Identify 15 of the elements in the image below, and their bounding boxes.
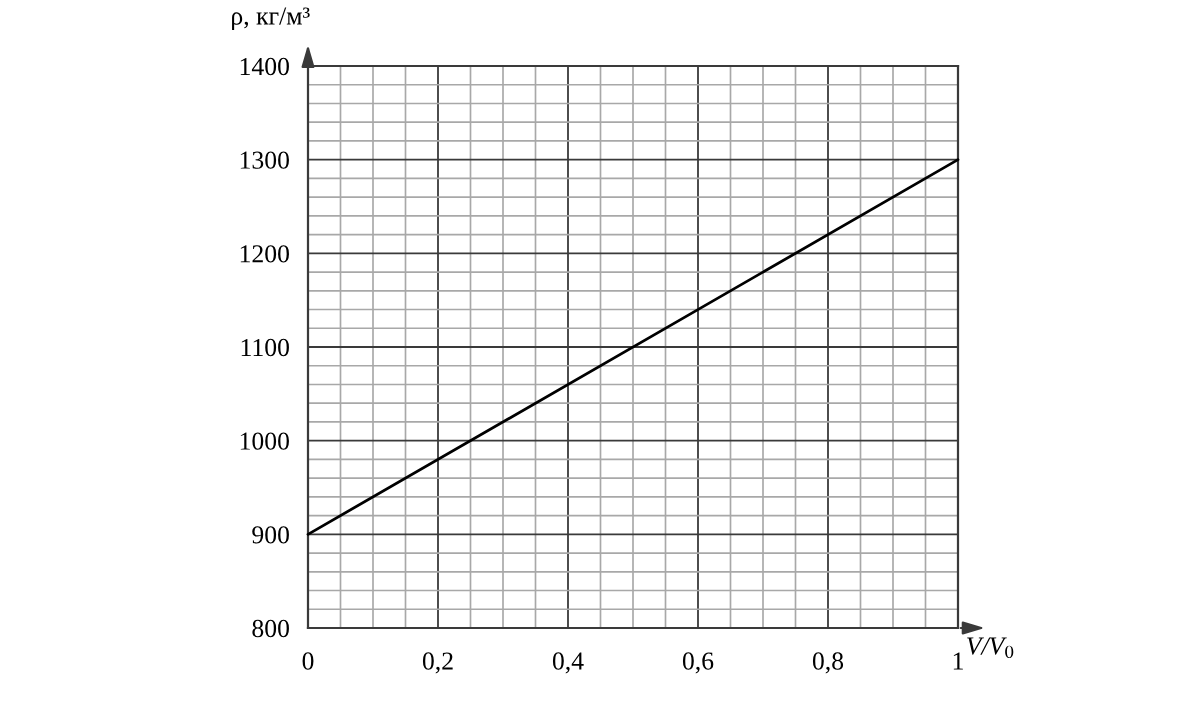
x-tick-label: 0,8 (812, 652, 844, 674)
x-tick-label: 0 (302, 652, 314, 670)
x-tick-label: 0,6 (682, 652, 714, 674)
x-tick-label: 0,2 (422, 652, 453, 674)
y-tick-label: 1000 (240, 432, 289, 450)
y-tick-label: 1100 (241, 338, 289, 357)
x-tick-label: 1 (953, 652, 963, 670)
x-axis-title: V/V$_{0}$ (967, 637, 1014, 659)
y-tick-label: 1200 (240, 245, 289, 263)
y-tick-label: 1400 (240, 57, 289, 76)
x-tick-label: 0,4 (552, 652, 584, 674)
y-tick-label: 1300 (240, 151, 289, 169)
y-tick-label: 900 (252, 526, 289, 544)
y-axis-title: ρ, кг/м³ (232, 7, 310, 30)
y-tick-label: 800 (252, 619, 289, 638)
